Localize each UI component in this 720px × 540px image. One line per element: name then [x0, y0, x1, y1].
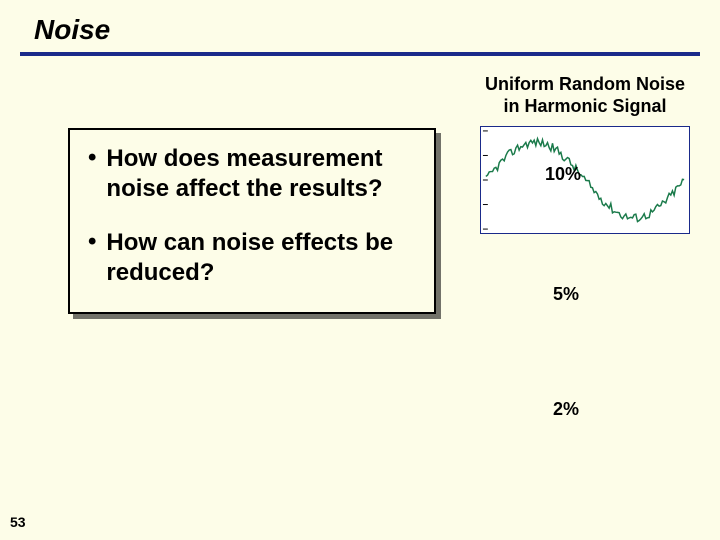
noisy-sine-chart	[480, 126, 690, 234]
bullet-item: • How can noise effects be reduced?	[86, 228, 418, 288]
bullet-item: • How does measurement noise affect the …	[86, 144, 418, 204]
graph-title: Uniform Random Noise in Harmonic Signal	[470, 74, 700, 117]
bullet-text: How can noise effects be reduced?	[106, 228, 418, 288]
page-number: 53	[10, 514, 26, 530]
graph-title-line2: in Harmonic Signal	[503, 96, 666, 116]
percent-label-2: 2%	[553, 399, 579, 420]
bullet-dot-icon: •	[86, 228, 96, 256]
percent-label-10: 10%	[545, 164, 581, 185]
bullet-dot-icon: •	[86, 144, 96, 172]
bullet-box: • How does measurement noise affect the …	[68, 128, 436, 314]
graph-title-line1: Uniform Random Noise	[485, 74, 685, 94]
chart-svg	[481, 127, 689, 233]
percent-label-5: 5%	[553, 284, 579, 305]
slide-title: Noise	[0, 0, 720, 52]
content-area: • How does measurement noise affect the …	[0, 56, 720, 486]
bullet-text: How does measurement noise affect the re…	[106, 144, 418, 204]
